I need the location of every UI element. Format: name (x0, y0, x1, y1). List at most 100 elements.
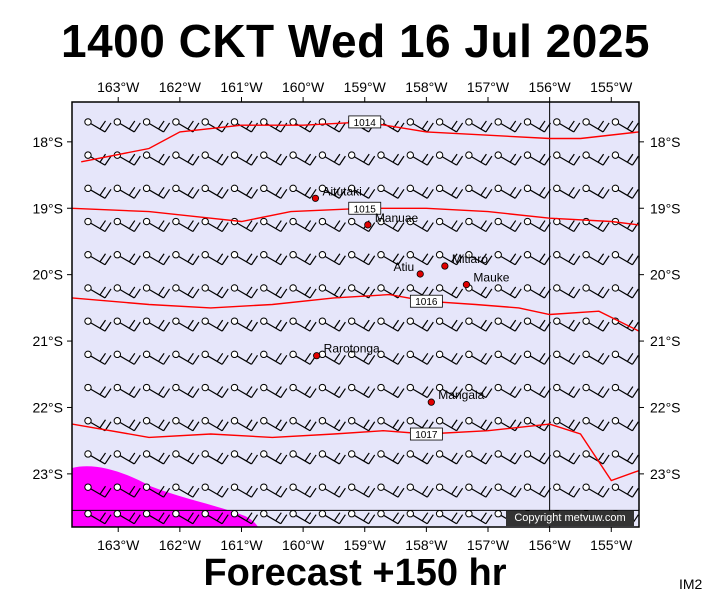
wind-barb (494, 217, 522, 233)
wind-barb (289, 251, 317, 266)
wind-barb (113, 450, 141, 465)
wind-barb (289, 284, 317, 299)
wind-barb (611, 284, 639, 299)
wind-barb (172, 151, 200, 166)
wind-barb (318, 251, 346, 266)
wind-barb (465, 450, 493, 465)
lat-tick-label: 20°S (650, 267, 681, 283)
place-label: Mangaia (438, 388, 484, 402)
lat-tick-label: 19°S (32, 200, 63, 216)
wind-barb (142, 217, 171, 233)
lat-tick-label: 23°S (650, 466, 681, 482)
wind-barb (553, 450, 581, 465)
lat-tick-label: 18°S (650, 134, 681, 150)
wind-barb (435, 184, 464, 199)
wind-barb (553, 118, 581, 133)
wind-barb (406, 184, 434, 199)
wind-barb (230, 483, 258, 498)
wind-barb (611, 450, 639, 465)
wind-barb (172, 483, 200, 498)
wind-barb (523, 151, 551, 166)
wind-barb (318, 217, 346, 233)
wind-barb (260, 151, 288, 166)
wind-barb (494, 184, 522, 199)
lon-tick-label: 157°W (467, 537, 510, 553)
isobar-label: 1014 (354, 118, 377, 129)
wind-barb (465, 151, 493, 166)
wind-barb (377, 350, 405, 365)
wind-barb (172, 118, 200, 133)
wind-barb (172, 284, 200, 299)
place-dot (416, 270, 424, 278)
wind-barb (523, 450, 551, 465)
map-frame (71, 101, 640, 528)
wind-barb (435, 284, 464, 299)
wind-barb (142, 184, 171, 199)
wind-barb (465, 118, 493, 133)
wind-barb (523, 251, 551, 266)
wind-barb (348, 317, 376, 332)
wind-barb (377, 417, 405, 432)
wind-barb (201, 184, 229, 199)
wind-barb (172, 417, 200, 432)
wind-barb (113, 483, 141, 498)
wind-barb (142, 284, 171, 299)
wind-barb (113, 184, 141, 199)
wind-barb (553, 184, 581, 199)
wind-barb (611, 350, 639, 365)
wind-barb (553, 317, 581, 332)
lat-tick-label: 21°S (650, 333, 681, 349)
place-label: Mauke (473, 271, 509, 285)
wind-barb (494, 251, 522, 266)
place-dot (311, 194, 320, 202)
wind-barb (348, 251, 376, 266)
isobar-label: 1016 (415, 297, 438, 308)
wind-barb (523, 217, 551, 233)
wind-barb (582, 483, 610, 498)
wind-barb (465, 317, 493, 332)
wind-barb (289, 350, 317, 365)
wind-barb (172, 251, 200, 266)
wind-barb (377, 450, 405, 465)
wind-barb (553, 383, 581, 399)
wind-barb (494, 350, 522, 365)
wind-barb (523, 184, 551, 199)
place-label: Atiu (394, 260, 415, 274)
wind-barb (553, 217, 581, 233)
wind-barb (406, 151, 434, 166)
wind-barb (406, 251, 434, 266)
wind-barb (406, 284, 434, 299)
wind-barb (523, 350, 551, 365)
wind-barb (318, 284, 346, 299)
wind-barb (289, 184, 317, 199)
lon-tick-label: 159°W (344, 537, 387, 553)
wind-barb (348, 483, 376, 498)
wind-barb (289, 483, 317, 498)
wind-barb (230, 450, 258, 465)
wind-barb (465, 383, 493, 399)
place-dot (364, 221, 372, 229)
wind-barb (582, 317, 610, 332)
wind-barb (553, 251, 581, 266)
wind-barb (523, 383, 551, 399)
wind-barb (553, 483, 581, 498)
wind-barb (84, 251, 112, 266)
wind-barb (172, 450, 200, 465)
lon-tick-label: 155°W (590, 537, 633, 553)
wind-barb (289, 450, 317, 465)
wind-barb (142, 450, 171, 465)
wind-barb (289, 151, 317, 166)
wind-barb (494, 450, 522, 465)
wind-barb (201, 417, 229, 432)
wind-barb (230, 417, 258, 432)
wind-barb (582, 284, 610, 299)
wind-barb (260, 317, 288, 332)
wind-barb (348, 510, 376, 525)
wind-barb (611, 151, 639, 166)
wind-barb (84, 184, 112, 199)
wind-barb (465, 184, 493, 199)
wind-barb (172, 510, 200, 525)
wind-barb (260, 118, 288, 133)
wind-barb (84, 510, 112, 525)
wind-barb (289, 317, 317, 332)
